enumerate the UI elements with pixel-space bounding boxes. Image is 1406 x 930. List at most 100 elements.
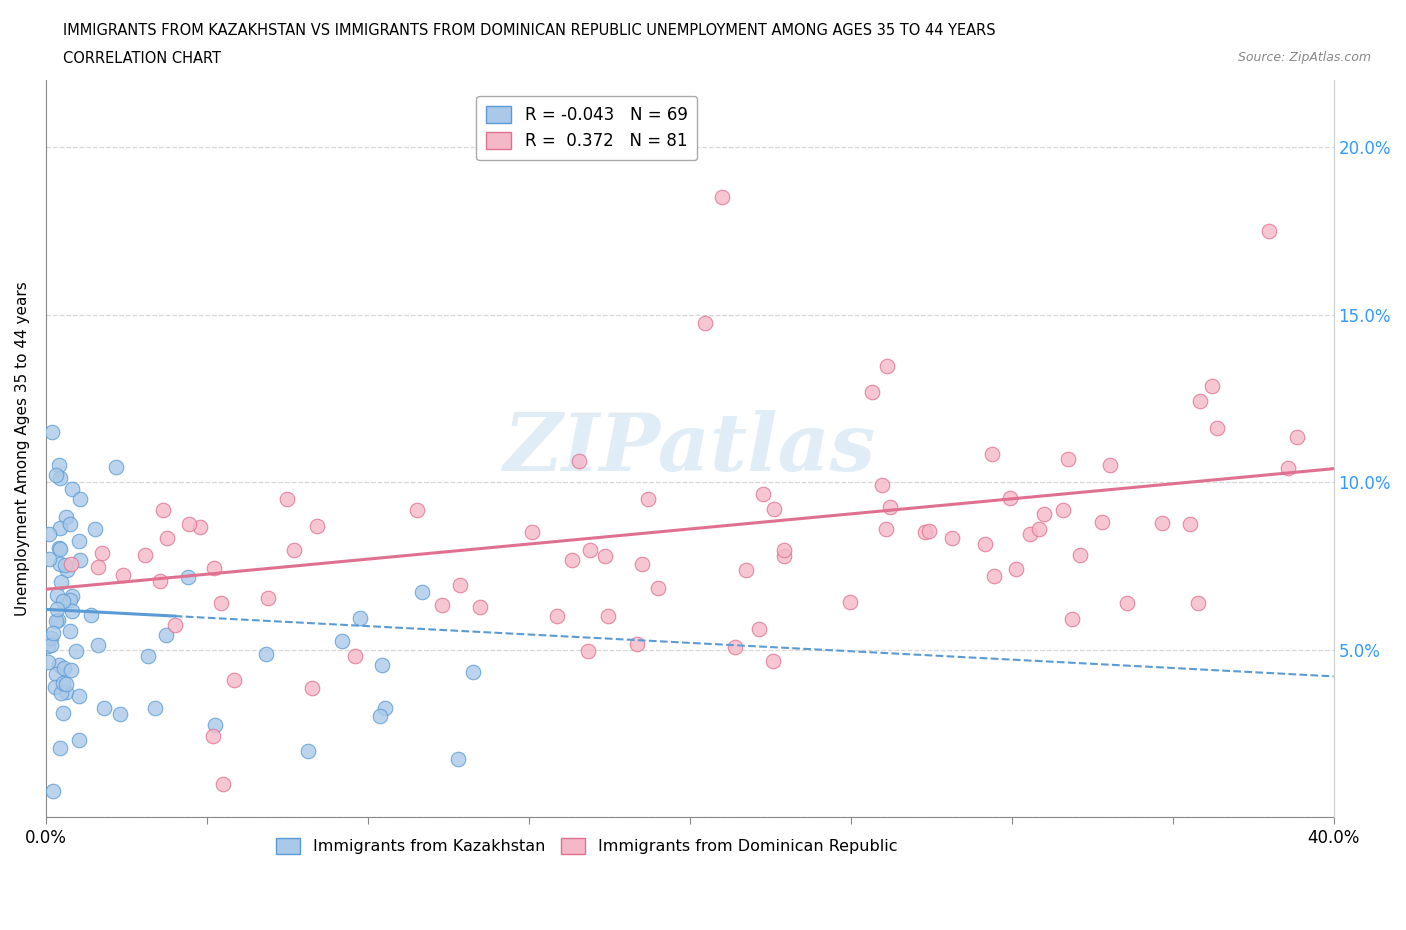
Point [201, 728, 224, 743]
Point [49, 740, 72, 755]
Point [307, 518, 329, 533]
Point [55, 510, 77, 525]
Point [52, 660, 75, 675]
Point [546, 608, 568, 623]
Point [752, 487, 775, 502]
Point [301, 681, 323, 696]
Point [59, 592, 82, 607]
Point [411, 584, 433, 599]
Point [87, 560, 110, 575]
Point [37, 654, 59, 669]
Point [860, 384, 883, 399]
Point [65, 644, 87, 659]
Point [55, 684, 77, 699]
Point [69, 491, 91, 506]
Point [918, 524, 941, 538]
Point [876, 358, 898, 373]
Point [67, 732, 90, 747]
Point [83, 522, 105, 537]
Point [45, 468, 67, 483]
Point [212, 777, 235, 791]
Point [49, 542, 72, 557]
Point [45, 613, 67, 628]
Point [1206, 420, 1229, 435]
Point [1189, 394, 1212, 409]
Point [45, 588, 67, 603]
Point [59, 516, 82, 531]
Point [38, 551, 60, 566]
Point [772, 542, 794, 557]
Point [254, 646, 277, 661]
Point [39, 631, 62, 645]
Point [449, 578, 471, 592]
Point [430, 597, 453, 612]
Point [134, 548, 156, 563]
Point [1116, 595, 1139, 610]
Point [579, 543, 602, 558]
Text: CORRELATION CHART: CORRELATION CHART [63, 51, 221, 66]
Point [60, 556, 83, 571]
Point [48, 658, 70, 672]
Point [1028, 521, 1050, 536]
Point [1277, 460, 1299, 475]
Point [41, 784, 63, 799]
Point [53, 558, 76, 573]
Point [49, 557, 72, 572]
Point [204, 717, 226, 732]
Point [45, 667, 67, 682]
Point [42, 625, 65, 640]
Point [177, 569, 200, 584]
Point [839, 595, 862, 610]
Point [879, 499, 901, 514]
Point [91, 546, 114, 561]
Point [60, 589, 83, 604]
Point [211, 596, 233, 611]
Point [156, 530, 179, 545]
Point [104, 459, 127, 474]
Point [93, 700, 115, 715]
Point [45, 601, 67, 616]
Point [256, 591, 278, 605]
Point [773, 549, 796, 564]
Point [875, 521, 897, 536]
Point [52, 594, 75, 609]
Point [723, 640, 745, 655]
Point [349, 611, 371, 626]
Point [371, 658, 394, 672]
Point [49, 575, 72, 590]
Point [52, 706, 75, 721]
Point [39, 637, 62, 652]
Point [1201, 379, 1223, 393]
Point [330, 633, 353, 648]
Point [1152, 516, 1174, 531]
Point [155, 627, 177, 642]
Point [143, 700, 166, 715]
Point [48, 540, 70, 555]
Point [576, 644, 599, 658]
Point [41, 424, 63, 439]
Point [80, 607, 103, 622]
Point [202, 561, 225, 576]
Point [55, 563, 77, 578]
Point [1033, 507, 1056, 522]
Point [222, 672, 245, 687]
Point [981, 446, 1004, 461]
Point [711, 190, 734, 205]
Point [276, 491, 298, 506]
Point [1178, 516, 1201, 531]
Point [1060, 611, 1083, 626]
Point [152, 503, 174, 518]
Point [60, 604, 83, 619]
Point [870, 477, 893, 492]
Point [647, 580, 669, 595]
Point [49, 471, 72, 485]
Point [637, 491, 659, 506]
Text: ZIPatlas: ZIPatlas [503, 410, 876, 487]
Point [55, 677, 77, 692]
Point [1057, 452, 1080, 467]
Point [1019, 526, 1042, 541]
Point [596, 608, 619, 623]
Point [38, 527, 60, 542]
Point [748, 621, 770, 636]
Point [283, 543, 305, 558]
